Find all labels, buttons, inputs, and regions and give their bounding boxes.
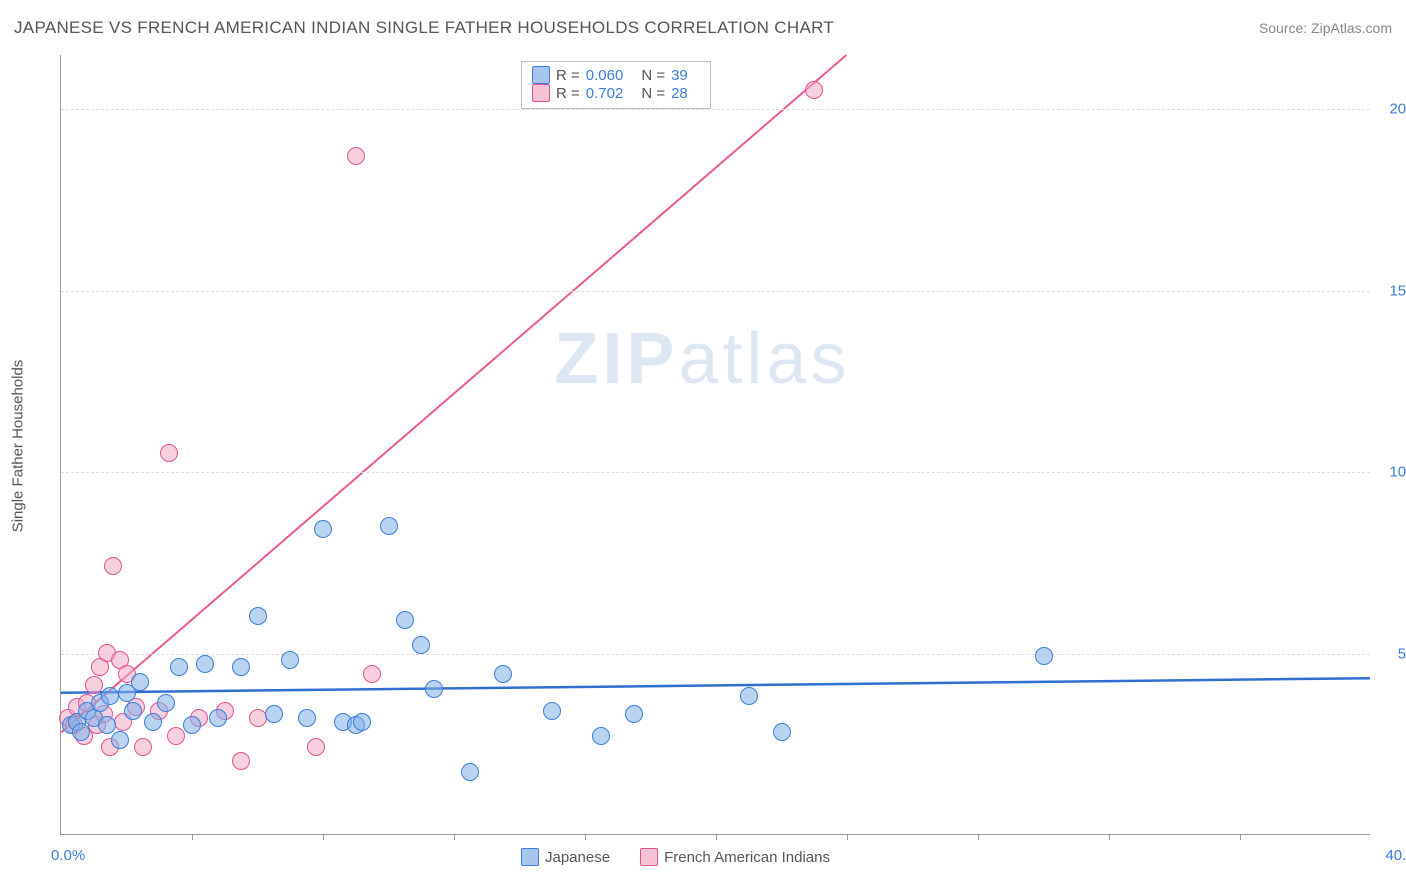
data-point	[1035, 647, 1053, 665]
gridline	[61, 472, 1370, 473]
r-label: R =	[556, 85, 580, 102]
swatch-series-a	[532, 66, 550, 84]
data-point	[170, 658, 188, 676]
data-point	[347, 147, 365, 165]
data-point	[353, 713, 371, 731]
r-value-a: 0.060	[586, 67, 624, 84]
source-name: ZipAtlas.com	[1311, 20, 1392, 36]
y-tick-label: 15.0%	[1377, 282, 1406, 299]
data-point	[249, 709, 267, 727]
y-axis-label: Single Father Households	[10, 360, 27, 533]
data-point	[363, 665, 381, 683]
r-label: R =	[556, 67, 580, 84]
data-point	[461, 763, 479, 781]
gridline	[61, 291, 1370, 292]
legend-item-a: Japanese	[521, 848, 610, 866]
data-point	[196, 655, 214, 673]
data-point	[307, 738, 325, 756]
data-point	[104, 557, 122, 575]
series-a-name: Japanese	[545, 849, 610, 866]
data-point	[265, 705, 283, 723]
scatter-plot: ZIPatlas R = 0.060 N = 39 R = 0.702 N = …	[60, 55, 1370, 835]
x-tick	[978, 834, 979, 840]
x-tick	[1109, 834, 1110, 840]
data-point	[773, 723, 791, 741]
data-point	[160, 444, 178, 462]
data-point	[281, 651, 299, 669]
data-point	[494, 665, 512, 683]
data-point	[167, 727, 185, 745]
data-point	[249, 607, 267, 625]
data-point	[72, 723, 90, 741]
data-point	[425, 680, 443, 698]
x-tick	[192, 834, 193, 840]
data-point	[183, 716, 201, 734]
x-tick	[323, 834, 324, 840]
x-tick	[585, 834, 586, 840]
data-point	[380, 517, 398, 535]
data-point	[98, 716, 116, 734]
y-tick-label: 5.0%	[1377, 645, 1406, 662]
legend-row-series-a: R = 0.060 N = 39	[532, 66, 700, 84]
n-value-a: 39	[671, 67, 688, 84]
data-point	[131, 673, 149, 691]
n-value-b: 28	[671, 85, 688, 102]
data-point	[396, 611, 414, 629]
data-point	[412, 636, 430, 654]
data-point	[134, 738, 152, 756]
data-point	[298, 709, 316, 727]
legend-item-b: French American Indians	[640, 848, 830, 866]
chart-title: JAPANESE VS FRENCH AMERICAN INDIAN SINGL…	[14, 18, 834, 38]
data-point	[124, 702, 142, 720]
watermark-bold: ZIP	[554, 319, 678, 399]
n-label: N =	[641, 85, 665, 102]
watermark-rest: atlas	[678, 319, 850, 399]
data-point	[592, 727, 610, 745]
data-point	[625, 705, 643, 723]
gridline	[61, 654, 1370, 655]
data-point	[805, 81, 823, 99]
series-legend: Japanese French American Indians	[521, 848, 830, 866]
watermark: ZIPatlas	[554, 318, 850, 400]
data-point	[543, 702, 561, 720]
n-label: N =	[641, 67, 665, 84]
x-tick	[716, 834, 717, 840]
source-prefix: Source:	[1259, 20, 1311, 36]
swatch-series-a	[521, 848, 539, 866]
swatch-series-b	[640, 848, 658, 866]
series-b-name: French American Indians	[664, 849, 830, 866]
data-point	[144, 713, 162, 731]
data-point	[85, 676, 103, 694]
data-point	[314, 520, 332, 538]
r-value-b: 0.702	[586, 85, 624, 102]
data-point	[157, 694, 175, 712]
data-point	[740, 687, 758, 705]
data-point	[209, 709, 227, 727]
x-tick	[847, 834, 848, 840]
data-point	[101, 687, 119, 705]
x-tick	[454, 834, 455, 840]
x-axis-max-label: 40.0%	[1385, 847, 1406, 864]
data-point	[111, 731, 129, 749]
x-axis-origin-label: 0.0%	[51, 847, 85, 864]
gridline	[61, 109, 1370, 110]
legend-row-series-b: R = 0.702 N = 28	[532, 84, 700, 102]
swatch-series-b	[532, 84, 550, 102]
data-point	[232, 658, 250, 676]
source-attribution: Source: ZipAtlas.com	[1259, 20, 1392, 36]
header: JAPANESE VS FRENCH AMERICAN INDIAN SINGL…	[14, 18, 1392, 38]
y-tick-label: 10.0%	[1377, 464, 1406, 481]
y-tick-label: 20.0%	[1377, 101, 1406, 118]
data-point	[232, 752, 250, 770]
correlation-legend: R = 0.060 N = 39 R = 0.702 N = 28	[521, 61, 711, 109]
x-tick	[1240, 834, 1241, 840]
